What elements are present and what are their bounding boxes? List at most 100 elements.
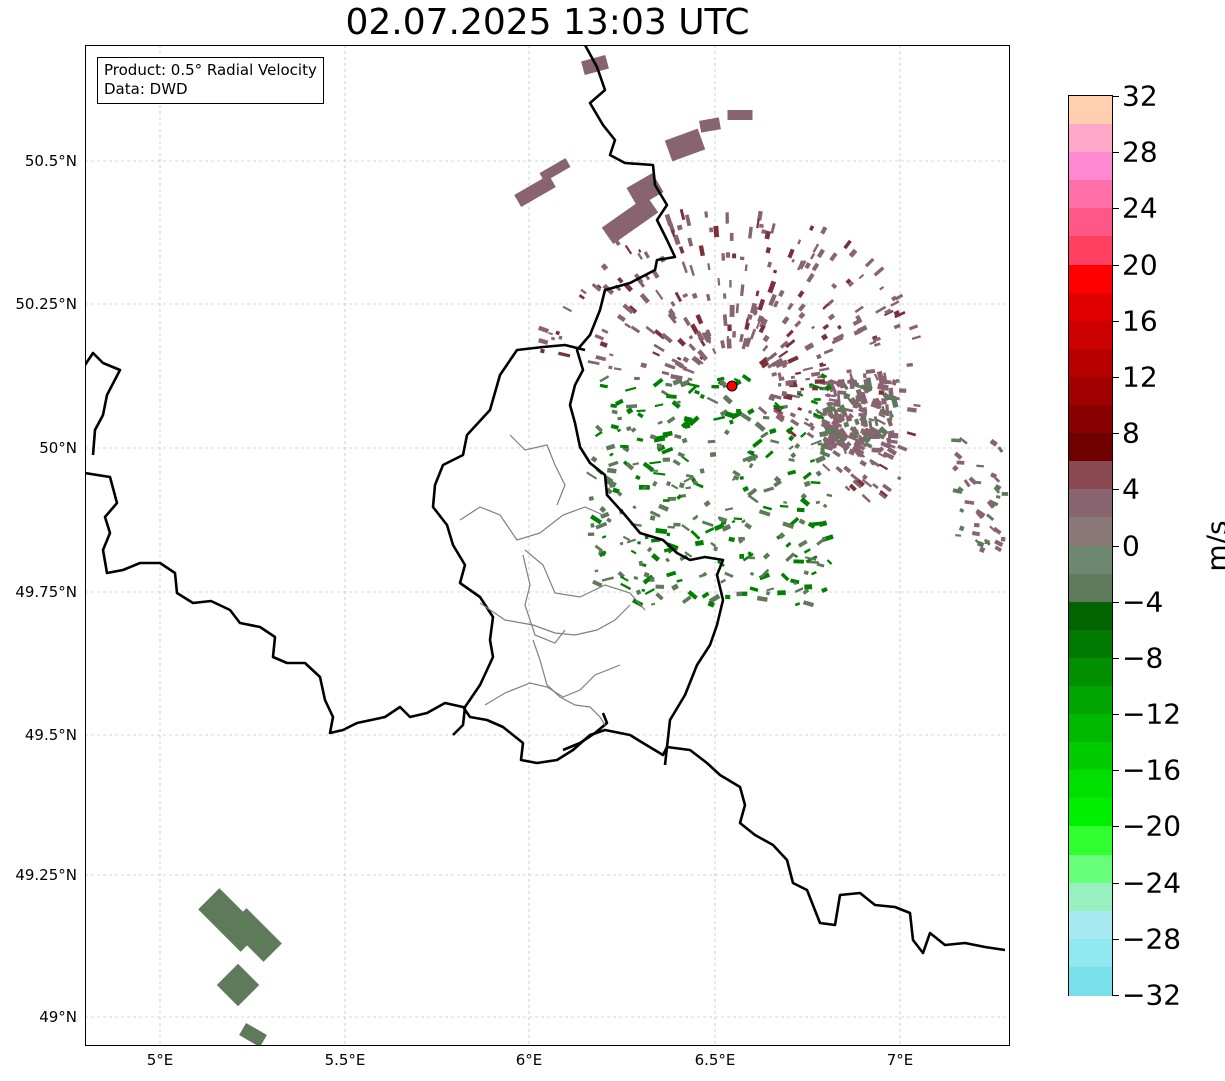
- echo-pixel: [872, 483, 879, 490]
- echo-pixel: [877, 383, 889, 391]
- echo-pixel: [990, 472, 998, 479]
- echo-pixel: [239, 1022, 267, 1046]
- echo-pixel: [899, 388, 907, 393]
- echo-pixel: [817, 442, 823, 446]
- echo-pixel: [865, 368, 876, 375]
- echo-pixel: [667, 525, 675, 529]
- echo-pixel: [781, 390, 787, 397]
- echo-pixel: [879, 489, 888, 498]
- echo-pixel: [810, 571, 817, 576]
- echo-pixel: [822, 436, 832, 444]
- colorbar-segment: [1069, 798, 1112, 828]
- echo-pixel: [637, 541, 641, 545]
- radar-map[interactable]: [85, 45, 1010, 1046]
- map-canvas[interactable]: [85, 45, 1010, 1046]
- echo-pixel: [762, 552, 771, 560]
- echo-pixel: [661, 370, 670, 376]
- echo-pixel: [738, 538, 744, 544]
- echo-pixel: [806, 432, 811, 437]
- echo-pixel: [739, 412, 752, 422]
- echo-pixel: [690, 323, 697, 331]
- echo-pixel: [808, 422, 814, 429]
- echo-pixel: [739, 553, 745, 559]
- echo-pixel: [617, 428, 622, 433]
- echo-pixel: [725, 216, 729, 224]
- echo-pixel: [820, 333, 829, 341]
- echo-pixel: [975, 480, 982, 485]
- echo-pixel: [906, 362, 914, 367]
- echo-pixel: [677, 451, 686, 458]
- echo-pixel: [610, 424, 619, 430]
- echo-pixel: [888, 387, 894, 396]
- echo-pixel: [796, 507, 805, 513]
- echo-pixel: [802, 588, 810, 595]
- echo-pixel: [744, 317, 750, 330]
- echo-pixel: [730, 410, 743, 420]
- echo-pixel: [667, 496, 677, 501]
- echo-pixel: [809, 225, 815, 232]
- echo-pixel: [692, 480, 699, 486]
- echo-pixel: [758, 509, 771, 517]
- echo-pixel: [824, 383, 832, 392]
- echo-pixel: [829, 379, 840, 386]
- echo-pixel: [539, 158, 571, 182]
- echo-pixel: [761, 318, 768, 326]
- echo-pixel: [674, 433, 682, 440]
- echo-pixel: [805, 377, 810, 381]
- echo-pixel: [689, 264, 695, 277]
- echo-pixel: [786, 426, 794, 434]
- echo-pixel: [645, 325, 656, 335]
- echo-pixel: [687, 590, 698, 600]
- echo-pixel: [882, 393, 890, 401]
- colorbar-segment: [1069, 489, 1112, 518]
- echo-pixel: [860, 391, 868, 405]
- radar-site-marker[interactable]: [726, 380, 738, 392]
- echo-pixel: [681, 261, 688, 274]
- echo-pixel: [729, 304, 735, 317]
- echo-pixel: [861, 493, 871, 503]
- echo-pixel: [617, 491, 623, 497]
- echo-pixel: [778, 376, 785, 382]
- echo-pixel: [802, 366, 814, 372]
- echo-pixel: [681, 523, 691, 532]
- echo-pixel: [630, 427, 637, 433]
- echo-pixel: [597, 284, 602, 289]
- colorbar-segment: [1069, 826, 1112, 856]
- echo-pixel: [785, 541, 792, 548]
- echo-pixel: [884, 308, 892, 315]
- echo-pixel: [651, 553, 660, 562]
- colorbar-tick-label: 0: [1122, 529, 1140, 562]
- echo-pixel: [813, 398, 821, 401]
- echo-pixel: [741, 337, 748, 350]
- echo-pixel: [633, 576, 639, 580]
- echo-pixel: [891, 295, 898, 302]
- velocity-echoes: [198, 55, 1009, 1046]
- echo-pixel: [624, 322, 632, 329]
- echo-pixel: [590, 455, 598, 463]
- echo-pixel: [839, 416, 845, 422]
- echo-pixel: [807, 409, 813, 414]
- echo-pixel: [625, 462, 635, 471]
- echo-pixel: [779, 504, 789, 508]
- echo-pixel: [665, 557, 670, 563]
- echo-pixel: [721, 253, 726, 261]
- echo-pixel: [816, 536, 827, 546]
- echo-pixel: [680, 493, 687, 498]
- echo-pixel: [731, 519, 736, 524]
- echo-pixel: [993, 486, 1001, 494]
- echo-pixel: [749, 586, 759, 592]
- echo-pixel: [666, 532, 671, 537]
- echo-pixel: [694, 389, 700, 395]
- echo-pixel: [601, 328, 609, 334]
- echo-pixel: [664, 362, 676, 370]
- echo-pixel: [786, 329, 794, 338]
- echo-pixel: [601, 196, 659, 244]
- echo-pixel: [816, 562, 825, 568]
- echo-pixel: [815, 500, 821, 505]
- colorbar-segment: [1069, 910, 1112, 940]
- echo-pixel: [723, 429, 730, 436]
- echo-pixel: [655, 289, 664, 300]
- echo-pixel: [959, 437, 968, 445]
- echo-pixel: [868, 417, 875, 422]
- echo-pixel: [708, 593, 721, 604]
